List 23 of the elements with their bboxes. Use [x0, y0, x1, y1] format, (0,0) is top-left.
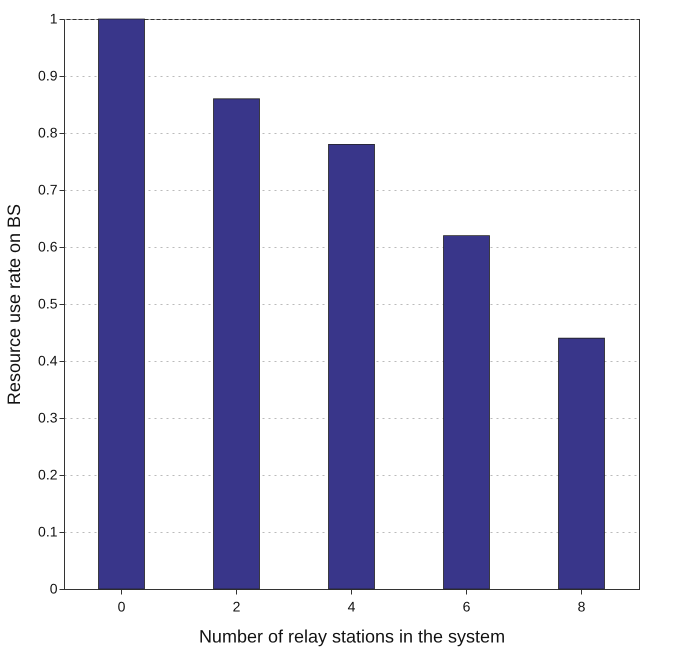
x-tick-label: 0 — [118, 598, 126, 614]
bar — [98, 18, 145, 590]
y-tick-label: 0.3 — [38, 410, 58, 426]
y-tick-label: 0.9 — [38, 68, 58, 84]
y-tick-label: 0 — [50, 580, 58, 596]
y-tick-label: 0.5 — [38, 296, 58, 312]
y-tick-label: 0.4 — [38, 352, 58, 368]
bar — [558, 338, 605, 590]
y-tick-label: 0.6 — [38, 238, 58, 254]
y-tick-label: 1 — [50, 10, 58, 26]
y-tick-label: 0.7 — [38, 182, 58, 198]
bar — [328, 144, 375, 590]
x-tick-label: 8 — [578, 598, 586, 614]
y-axis-title: Resource use rate on BS — [4, 204, 24, 406]
x-axis-title: Number of relay stations in the system — [198, 626, 506, 646]
x-tick-label: 4 — [348, 598, 356, 614]
y-tick-label: 0.8 — [38, 124, 58, 140]
x-tick-label: 6 — [462, 598, 471, 614]
y-tick-label: 0.1 — [38, 524, 58, 540]
bar — [443, 235, 490, 590]
y-tick-label: 0.2 — [38, 466, 58, 482]
bar — [213, 98, 260, 590]
x-tick-label: 2 — [232, 598, 241, 614]
